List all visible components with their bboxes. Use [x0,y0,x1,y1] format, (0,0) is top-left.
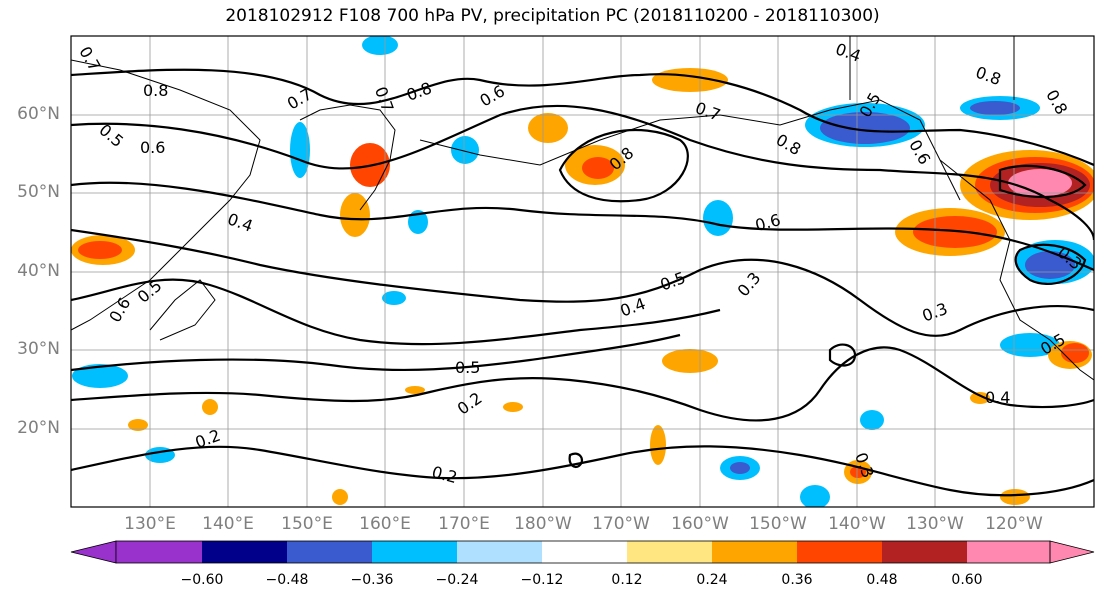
lon-label: 120°W [985,514,1043,534]
lon-label: 130°W [906,514,964,534]
pv-contours [71,68,1094,497]
contour-label: 0.8 [143,81,168,100]
colorbar-segment [627,541,712,563]
graticule [71,36,1094,507]
lat-label: 20°N [17,418,60,438]
colorbar-segment [882,541,967,563]
contour-label: 0.6 [140,138,165,157]
colorbar-segment [542,541,627,563]
colorbar-tick: −0.36 [350,572,394,588]
colorbar-tick: −0.60 [180,572,224,588]
lon-label: 180°W [514,514,572,534]
lon-label: 160°W [671,514,729,534]
lat-label: 50°N [17,182,60,202]
map-plot-area [71,36,1094,507]
colorbar-tick: 0.12 [611,572,643,588]
colorbar-tick: 0.48 [866,572,898,588]
lat-label: 60°N [17,104,60,124]
lon-label: 170°W [592,514,650,534]
colorbar-tick: 0.24 [696,572,728,588]
lat-label: 30°N [17,339,60,359]
colorbar-tick: −0.24 [435,572,479,588]
colorbar-border [115,540,1051,564]
colorbar-min-extend [70,540,117,564]
colorbar-max-extend [1049,540,1095,564]
colorbar-segment [372,541,457,563]
colorbar-tick: 0.36 [781,572,813,588]
figure-title: 2018102912 F108 700 hPa PV, precipitatio… [225,6,880,26]
colorbar [70,540,1095,564]
colorbar-tick: −0.12 [520,572,564,588]
lon-label: 150°W [749,514,807,534]
lon-label: 170°E [438,514,490,534]
colorbar-segment [202,541,287,563]
lon-label: 140°W [828,514,886,534]
coastlines [71,36,1094,381]
colorbar-tick: −0.48 [265,572,309,588]
colorbar-segment [116,541,202,563]
contour-label: 0.5 [455,358,480,377]
lon-label: 130°E [124,514,176,534]
colorbar-segment [967,541,1050,563]
lon-label: 140°E [202,514,254,534]
lat-label: 40°N [17,261,60,281]
colorbar-segment [457,541,542,563]
map-border [70,35,1095,508]
lon-label: 160°E [359,514,411,534]
colorbar-segment [287,541,372,563]
colorbar-segment [797,541,882,563]
contour-label: 0.4 [985,388,1010,407]
colorbar-tick: 0.60 [951,572,983,588]
colorbar-segment [712,541,797,563]
lon-label: 150°E [281,514,333,534]
